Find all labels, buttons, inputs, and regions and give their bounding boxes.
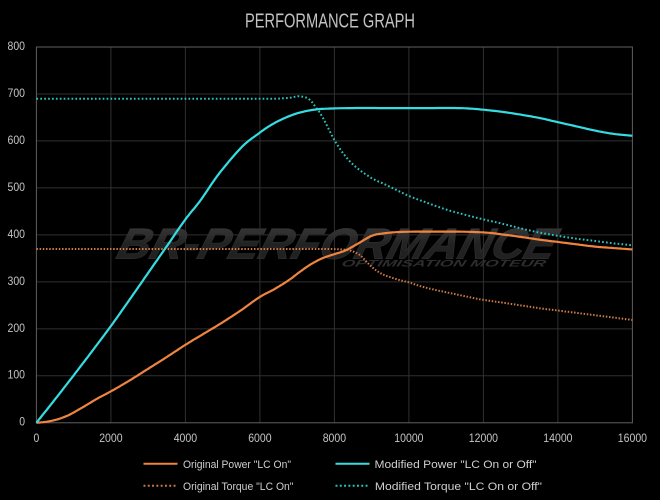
svg-text:500: 500 xyxy=(8,180,26,194)
svg-text:BR-PERFORMANCE: BR-PERFORMANCE xyxy=(112,220,565,268)
svg-text:16000: 16000 xyxy=(618,431,648,445)
svg-text:Modified Power "LC On or Off": Modified Power "LC On or Off" xyxy=(375,459,537,471)
svg-text:300: 300 xyxy=(8,274,26,288)
svg-text:10000: 10000 xyxy=(394,431,424,445)
svg-text:12000: 12000 xyxy=(469,431,499,445)
svg-text:Modified Torque "LC On or Off": Modified Torque "LC On or Off" xyxy=(375,481,542,493)
svg-text:100: 100 xyxy=(8,368,26,382)
svg-text:8000: 8000 xyxy=(323,431,347,445)
svg-text:700: 700 xyxy=(8,86,26,100)
svg-text:0: 0 xyxy=(34,431,40,445)
svg-text:Original Power "LC On": Original Power "LC On" xyxy=(183,459,291,471)
svg-text:14000: 14000 xyxy=(543,431,573,445)
svg-text:200: 200 xyxy=(8,321,26,335)
svg-text:2000: 2000 xyxy=(99,431,123,445)
svg-text:OPTIMISATION MOTEUR: OPTIMISATION MOTEUR xyxy=(340,259,547,270)
svg-text:400: 400 xyxy=(8,227,26,241)
svg-text:4000: 4000 xyxy=(174,431,198,445)
svg-text:PERFORMANCE GRAPH: PERFORMANCE GRAPH xyxy=(245,10,415,32)
svg-text:600: 600 xyxy=(8,133,26,147)
svg-text:0: 0 xyxy=(19,415,25,429)
svg-text:Original Torque "LC On": Original Torque "LC On" xyxy=(183,481,294,493)
svg-text:6000: 6000 xyxy=(248,431,272,445)
svg-text:800: 800 xyxy=(8,39,26,53)
